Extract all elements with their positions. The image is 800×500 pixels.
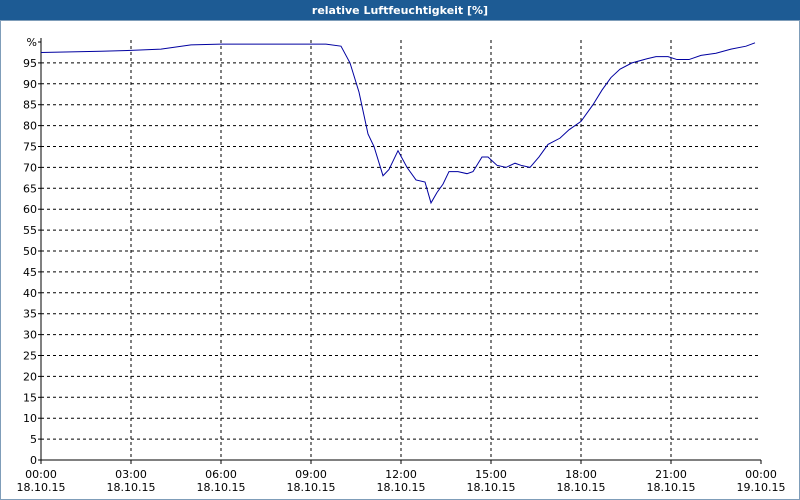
y-tick-label: 5 [30,433,37,446]
x-tick-label: 06:00 18.10.15 [197,468,246,494]
x-tick-label: 00:00 18.10.15 [17,468,66,494]
y-tick-label: 65 [23,182,37,195]
x-tick-label: 03:00 18.10.15 [107,468,156,494]
y-tick-label: 0 [30,454,37,467]
x-tick-label: 09:00 18.10.15 [287,468,336,494]
y-tick-label: % [27,36,37,49]
y-tick-label: 30 [23,329,37,342]
y-tick-label: 55 [23,224,37,237]
y-tick-label: 40 [23,287,37,300]
y-tick-label: 10 [23,412,37,425]
y-tick-label: 80 [23,120,37,133]
y-tick-label: 90 [23,78,37,91]
y-tick-label: 70 [23,161,37,174]
y-tick-label: 50 [23,245,37,258]
x-tick-label: 00:00 19.10.15 [737,468,786,494]
y-tick-label: 60 [23,203,37,216]
chart-title: relative Luftfeuchtigkeit [%] [312,4,488,17]
x-tick-label: 18:00 18.10.15 [557,468,606,494]
y-tick-label: 75 [23,141,37,154]
x-tick-label: 15:00 18.10.15 [467,468,516,494]
title-bar [0,0,800,20]
y-tick-label: 15 [23,391,37,404]
y-tick-label: 45 [23,266,37,279]
data-line [40,42,756,205]
y-tick-label: 95 [23,57,37,70]
y-tick-label: 35 [23,308,37,321]
y-tick-label: 20 [23,370,37,383]
x-tick-label: 21:00 18.10.15 [647,468,696,494]
y-tick-label: 25 [23,350,37,363]
x-tick-label: 12:00 18.10.15 [377,468,426,494]
y-tick-label: 85 [23,99,37,112]
